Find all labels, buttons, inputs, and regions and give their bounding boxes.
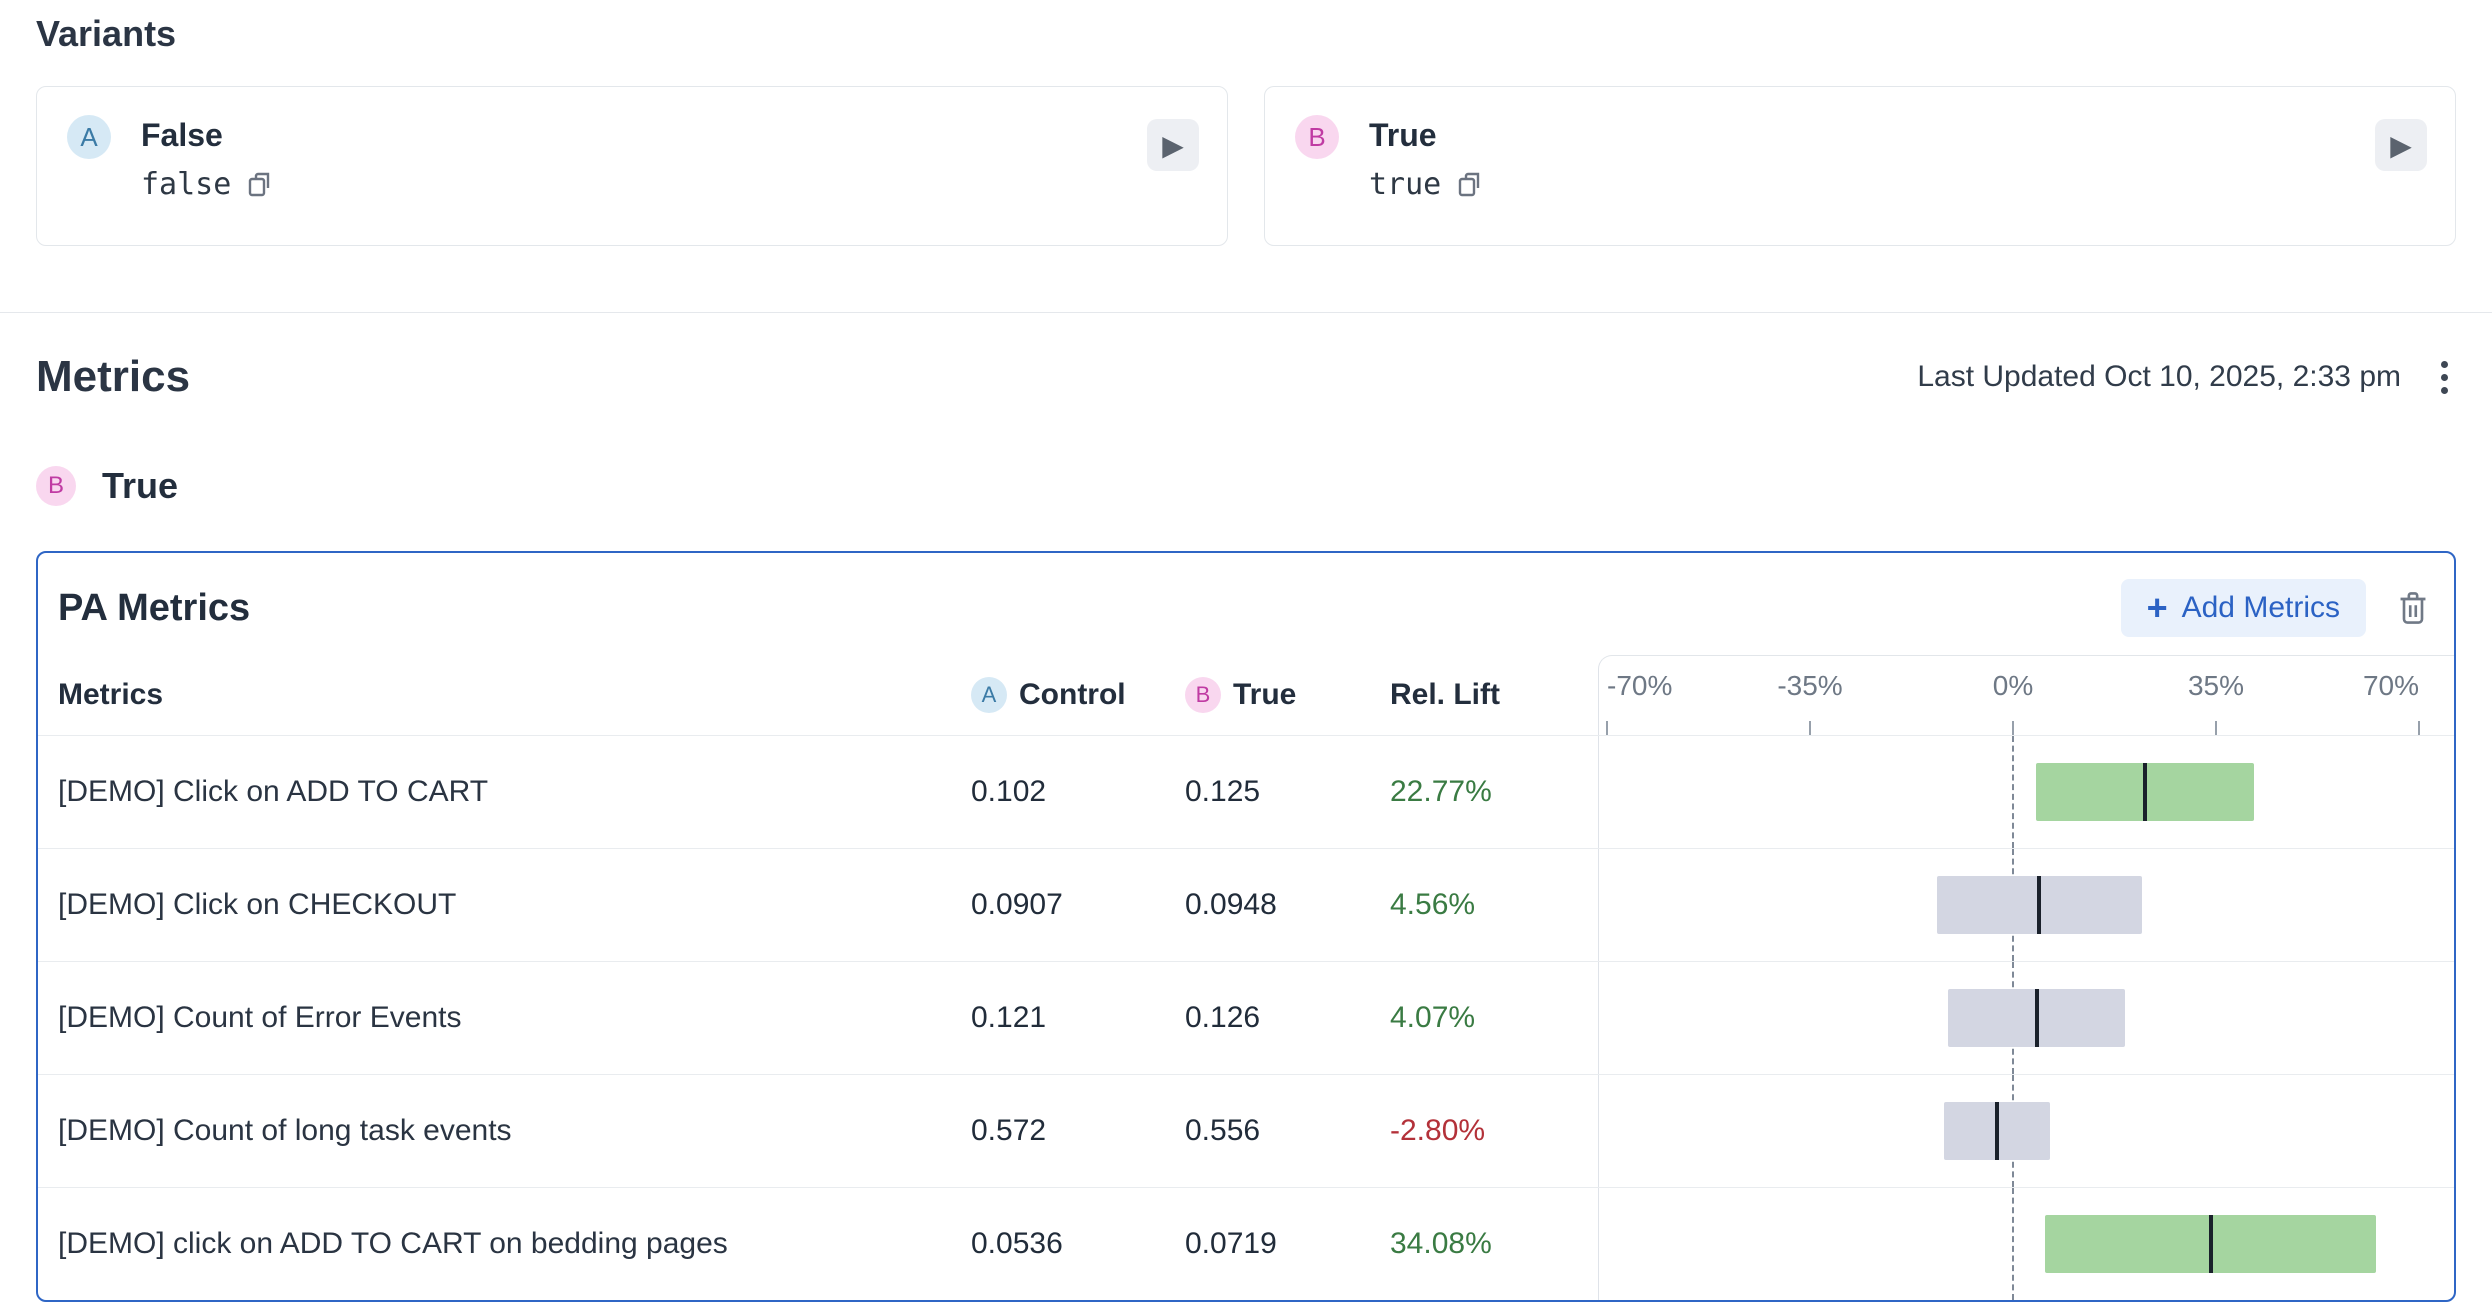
table-row: [DEMO] Count of Error Events 0.121 0.126 4.…	[38, 961, 2454, 1074]
col-metrics: Metrics	[58, 678, 164, 711]
col-rel-lift: Rel. Lift	[1390, 678, 1500, 711]
variant-a-value: false	[141, 167, 232, 202]
ci-bar-cell	[1598, 849, 2454, 961]
axis-tick	[1809, 721, 1811, 735]
variants-heading: Variants	[36, 13, 177, 54]
ci-bar-cell	[1598, 1188, 2454, 1300]
metrics-header-right: Last Updated Oct 10, 2025, 2:33 pm	[1917, 355, 2456, 400]
metrics-table-body: [DEMO] Click on ADD TO CART 0.102 0.125 22.…	[38, 735, 2454, 1300]
table-row: [DEMO] Click on CHECKOUT 0.0907 0.0948 4.56…	[38, 848, 2454, 961]
metric-name: [DEMO] Click on ADD TO CART	[58, 775, 489, 808]
lift-value: -2.80%	[1390, 1114, 1486, 1147]
lift-value: 4.07%	[1390, 1001, 1476, 1034]
table-row: [DEMO] click on ADD TO CART on bedding p…	[38, 1187, 2454, 1300]
axis-tick-label: 70%	[2362, 670, 2419, 701]
metric-name: [DEMO] Count of Error Events	[58, 1001, 462, 1034]
lift-mark	[1994, 1102, 1999, 1160]
ci-bar-cell	[1598, 1075, 2454, 1187]
metric-name: [DEMO] click on ADD TO CART on bedding p…	[58, 1227, 728, 1260]
axis-tick	[1606, 721, 1608, 735]
trash-icon[interactable]	[2396, 590, 2430, 626]
variant-b-badge: B	[36, 466, 76, 506]
axis-tick	[2215, 721, 2217, 735]
axis-tick	[2012, 721, 2014, 735]
lift-mark	[2143, 763, 2148, 821]
add-metrics-label: Add Metrics	[2181, 591, 2340, 624]
control-value: 0.121	[971, 1001, 1047, 1034]
variant-a-badge: A	[67, 115, 111, 159]
treatment-value: 0.0719	[1185, 1227, 1277, 1260]
treatment-value: 0.556	[1185, 1114, 1261, 1147]
variant-card-b: B True true ▶	[1264, 86, 2456, 246]
confidence-interval-bar	[1948, 989, 2125, 1047]
variant-card-a: A False false ▶	[36, 86, 1228, 246]
selected-variant-row: B True	[36, 465, 2456, 507]
copy-icon[interactable]	[1457, 171, 1483, 199]
control-value: 0.0907	[971, 888, 1063, 921]
treatment-badge: B	[1185, 677, 1221, 713]
lift-value: 4.56%	[1390, 888, 1476, 921]
table-row: [DEMO] Click on ADD TO CART 0.102 0.125 22.…	[38, 735, 2454, 848]
metrics-table-header: Metrics A Control B True Rel. Lift -70% -…	[38, 655, 2454, 735]
control-value: 0.102	[971, 775, 1047, 808]
col-treatment: B True	[1185, 655, 1390, 735]
pa-metrics-panel: PA Metrics + Add Metrics Metrics	[36, 551, 2456, 1302]
col-control-label: Control	[1019, 678, 1126, 711]
confidence-interval-bar	[1937, 876, 2142, 934]
lift-mark	[2034, 989, 2039, 1047]
play-icon: ▶	[1162, 129, 1184, 161]
selected-variant-name: True	[102, 465, 179, 506]
table-row: [DEMO] Count of long task events 0.572 0.5…	[38, 1074, 2454, 1187]
axis-tick-label: 35%	[2187, 670, 2245, 701]
confidence-interval-bar	[1943, 1102, 2050, 1160]
preview-variant-b-button[interactable]: ▶	[2375, 119, 2427, 171]
copy-icon[interactable]	[247, 171, 273, 199]
variant-b-name: True	[1369, 117, 1437, 153]
metrics-heading: Metrics	[36, 352, 191, 401]
variant-cards: A False false ▶ B True	[36, 86, 2456, 246]
ci-bar-cell	[1598, 962, 2454, 1074]
add-metrics-button[interactable]: + Add Metrics	[2120, 579, 2366, 637]
variant-b-value: true	[1369, 167, 1442, 202]
control-value: 0.572	[971, 1114, 1047, 1147]
variant-b-badge: B	[1295, 115, 1339, 159]
metrics-header: Metrics Last Updated Oct 10, 2025, 2:33 …	[36, 351, 2456, 403]
axis-tick-label: 0%	[1992, 670, 2034, 701]
panel-title: PA Metrics	[58, 586, 251, 629]
section-divider	[0, 312, 2492, 313]
chart-axis-header: -70% -35% 0% 35% 70%	[1598, 655, 2454, 735]
confidence-interval-bar	[2036, 763, 2255, 821]
col-treatment-label: True	[1233, 678, 1297, 711]
treatment-value: 0.125	[1185, 775, 1261, 808]
metric-name: [DEMO] Click on CHECKOUT	[58, 888, 457, 921]
metric-name: [DEMO] Count of long task events	[58, 1114, 512, 1147]
variant-b-text: True true	[1369, 115, 1483, 203]
variant-a-text: False false	[141, 115, 273, 203]
lift-mark	[2208, 1215, 2213, 1273]
panel-header: PA Metrics + Add Metrics	[38, 553, 2454, 655]
control-badge: A	[971, 677, 1007, 713]
panel-actions: + Add Metrics	[2120, 579, 2430, 637]
variant-b-value-row: true	[1369, 167, 1483, 203]
axis-tick-label: -70%	[1607, 670, 1673, 701]
ci-bar-cell	[1598, 736, 2454, 848]
control-value: 0.0536	[971, 1227, 1063, 1260]
treatment-value: 0.126	[1185, 1001, 1261, 1034]
treatment-value: 0.0948	[1185, 888, 1277, 921]
lift-value: 34.08%	[1390, 1227, 1492, 1260]
variant-a-name: False	[141, 117, 223, 153]
axis-tick	[2418, 721, 2420, 735]
variant-a-value-row: false	[141, 167, 273, 203]
plus-icon: +	[2146, 587, 2168, 628]
axis-tick-label: -35%	[1777, 670, 1843, 701]
col-control: A Control	[971, 655, 1185, 735]
confidence-interval-bar	[2045, 1215, 2377, 1273]
play-icon: ▶	[2390, 129, 2412, 161]
lift-mark	[2037, 876, 2042, 934]
last-updated-text: Last Updated Oct 10, 2025, 2:33 pm	[1917, 360, 2401, 393]
kebab-menu-icon[interactable]	[2433, 355, 2456, 400]
preview-variant-a-button[interactable]: ▶	[1147, 119, 1199, 171]
lift-value: 22.77%	[1390, 775, 1492, 808]
